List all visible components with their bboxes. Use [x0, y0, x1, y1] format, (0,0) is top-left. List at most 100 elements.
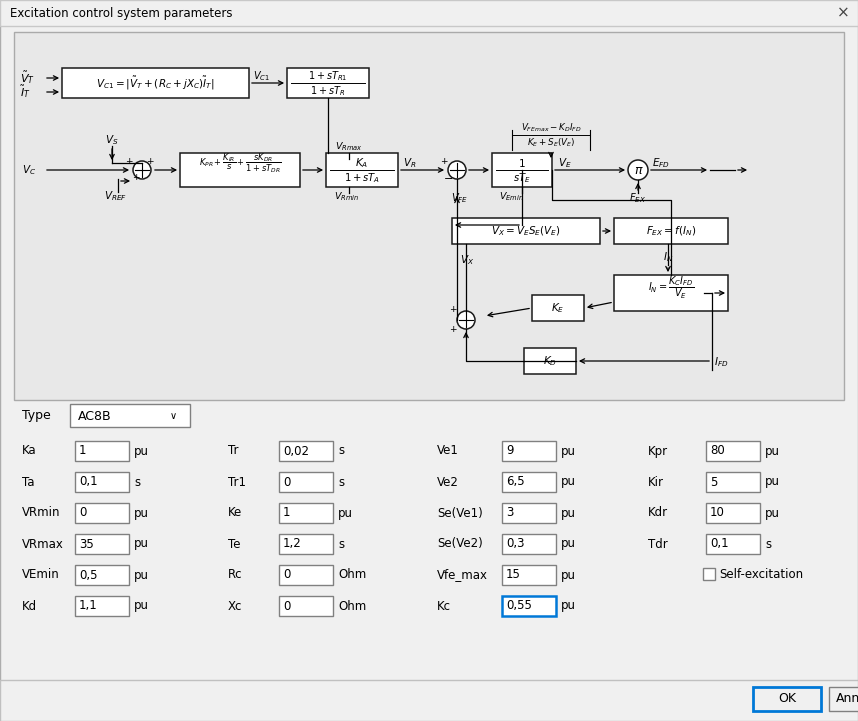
Text: $K_{PR}+\dfrac{K_{IR}}{s}+\dfrac{sK_{DR}}{1+sT_{DR}}$: $K_{PR}+\dfrac{K_{IR}}{s}+\dfrac{sK_{DR}… [199, 151, 281, 174]
Text: Vfe_max: Vfe_max [437, 568, 488, 582]
Text: pu: pu [561, 476, 576, 489]
Text: VRmax: VRmax [22, 537, 63, 551]
Text: 1,1: 1,1 [79, 599, 98, 613]
Text: 5: 5 [710, 476, 717, 489]
Text: 0,5: 0,5 [79, 568, 98, 582]
Text: 1,2: 1,2 [283, 537, 302, 551]
Bar [279, 503, 333, 523]
Circle shape [133, 161, 151, 179]
Text: Kir: Kir [648, 476, 664, 489]
Bar [279, 565, 333, 585]
Bar [75, 503, 129, 523]
Text: Self-excitation: Self-excitation [719, 568, 803, 582]
Bar [614, 275, 728, 311]
Bar [75, 534, 129, 554]
Text: +: + [440, 156, 448, 166]
Bar [62, 68, 249, 98]
Text: $K_A$: $K_A$ [355, 156, 369, 170]
Text: 0,02: 0,02 [283, 445, 309, 458]
Text: Se(Ve1): Se(Ve1) [437, 506, 483, 520]
Bar [706, 472, 760, 492]
Text: $E_{FD}$: $E_{FD}$ [652, 156, 670, 170]
Text: 0,1: 0,1 [79, 476, 98, 489]
Text: $V_{FEmax}-K_DI_{FD}$: $V_{FEmax}-K_DI_{FD}$ [521, 122, 582, 134]
Bar [614, 218, 728, 244]
Bar [703, 568, 715, 580]
Text: VEmin: VEmin [22, 568, 60, 582]
Text: $V_X = V_ES_E(V_E)$: $V_X = V_ES_E(V_E)$ [491, 224, 561, 238]
Bar [502, 534, 556, 554]
Text: 80: 80 [710, 445, 725, 458]
Text: pu: pu [765, 506, 780, 520]
Text: −: − [444, 174, 454, 184]
Text: $V_R$: $V_R$ [403, 156, 416, 170]
Text: 0,55: 0,55 [506, 599, 532, 613]
Text: pu: pu [561, 537, 576, 551]
Text: Ohm: Ohm [338, 568, 366, 582]
Text: $V_{C1}$: $V_{C1}$ [253, 69, 270, 83]
Text: $1+sT_{R1}$: $1+sT_{R1}$ [308, 69, 347, 83]
Bar [70, 404, 190, 427]
Text: +: + [450, 325, 456, 335]
Text: pu: pu [134, 506, 149, 520]
Text: $1+sT_A$: $1+sT_A$ [344, 171, 380, 185]
Text: 9: 9 [506, 445, 513, 458]
Text: pu: pu [765, 476, 780, 489]
Text: Te: Te [228, 537, 240, 551]
Text: $I_N = \dfrac{K_CI_{FD}}{V_E}$: $I_N = \dfrac{K_CI_{FD}}{V_E}$ [648, 275, 694, 301]
Text: Tr: Tr [228, 445, 239, 458]
Text: Kc: Kc [437, 599, 451, 613]
Text: Annuleren: Annuleren [836, 692, 858, 706]
Text: $I_{FD}$: $I_{FD}$ [714, 355, 728, 369]
Text: ∨: ∨ [169, 411, 177, 421]
Text: pu: pu [561, 568, 576, 582]
Bar [706, 441, 760, 461]
Text: +: + [125, 156, 133, 166]
Text: $K_E+S_E(V_E)$: $K_E+S_E(V_E)$ [527, 137, 575, 149]
Text: Kdr: Kdr [648, 506, 668, 520]
Text: Tdr: Tdr [648, 537, 668, 551]
Text: 0: 0 [283, 476, 290, 489]
Text: Xc: Xc [228, 599, 242, 613]
Bar [75, 565, 129, 585]
Text: 3: 3 [506, 506, 513, 520]
Text: $\tilde{V}_T$: $\tilde{V}_T$ [20, 69, 35, 87]
Text: 1: 1 [283, 506, 291, 520]
Text: $V_{REF}$: $V_{REF}$ [104, 189, 127, 203]
Text: $V_{Rmin}$: $V_{Rmin}$ [335, 191, 360, 203]
Text: π: π [634, 164, 642, 177]
Text: 0: 0 [79, 506, 87, 520]
Bar [753, 687, 821, 711]
Text: OK: OK [778, 692, 796, 706]
Text: $V_X$: $V_X$ [460, 253, 474, 267]
Text: 0: 0 [283, 599, 290, 613]
Bar [502, 503, 556, 523]
Text: 0,1: 0,1 [710, 537, 728, 551]
Text: $F_{EX}$: $F_{EX}$ [630, 191, 647, 205]
Bar [75, 596, 129, 616]
Text: Excitation control system parameters: Excitation control system parameters [10, 6, 233, 19]
Text: $sT_E$: $sT_E$ [513, 171, 531, 185]
Text: pu: pu [134, 537, 149, 551]
Bar [502, 441, 556, 461]
Bar [75, 472, 129, 492]
Bar [75, 441, 129, 461]
Bar [706, 534, 760, 554]
Text: pu: pu [561, 599, 576, 613]
Text: s: s [765, 537, 771, 551]
Bar [279, 596, 333, 616]
Text: +: + [450, 306, 456, 314]
Circle shape [628, 160, 648, 180]
Text: 35: 35 [79, 537, 94, 551]
Bar [706, 503, 760, 523]
Text: $V_{Rmax}$: $V_{Rmax}$ [335, 141, 363, 154]
Bar [452, 218, 600, 244]
Bar [326, 153, 398, 187]
Bar [502, 472, 556, 492]
Bar [279, 534, 333, 554]
Bar [532, 295, 584, 321]
Text: $I_N$: $I_N$ [663, 250, 674, 264]
Bar [524, 348, 576, 374]
Text: Se(Ve2): Se(Ve2) [437, 537, 483, 551]
Text: pu: pu [134, 599, 149, 613]
